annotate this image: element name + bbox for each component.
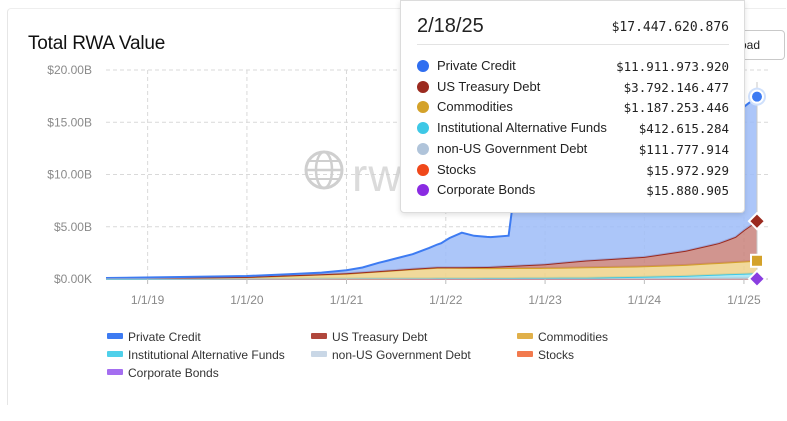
x-tick-label: 1/1/22: [429, 293, 463, 307]
legend-swatch-icon: [311, 333, 327, 339]
series-color-dot-icon: [417, 122, 429, 135]
legend-swatch-icon: [107, 333, 123, 339]
tooltip-row: Private Credit $11.911.973.920: [417, 57, 729, 77]
series-color-dot-icon: [417, 80, 429, 93]
tooltip-series-value: $3.792.146.477: [623, 79, 729, 95]
tooltip-row: non-US Government Debt $111.777.914: [417, 140, 729, 160]
series-color-dot-icon: [417, 60, 429, 72]
tooltip-series-name: Institutional Alternative Funds: [437, 120, 607, 136]
area-us-treasury-debt: [106, 221, 757, 279]
y-tick-label: $10.00B: [47, 168, 92, 182]
marker-commodities: [750, 253, 764, 268]
tooltip-series-name: non-US Government Debt: [437, 140, 588, 156]
watermark-text: rw: [352, 149, 403, 201]
legend-label: US Treasury Debt: [332, 330, 428, 344]
tooltip-series-name: Private Credit: [437, 58, 516, 73]
series-color-dot-icon: [417, 101, 429, 114]
tooltip-series-name: US Treasury Debt: [437, 78, 541, 94]
x-tick-label: 1/1/20: [230, 293, 264, 307]
series-color-dot-icon: [417, 163, 429, 176]
tooltip-row: US Treasury Debt $3.792.146.477: [417, 78, 729, 98]
x-tick-label: 1/1/25: [727, 293, 761, 307]
tooltip-series-name: Commodities: [437, 99, 513, 115]
tooltip-date: 2/18/25: [417, 15, 484, 37]
marker-us-treasury-debt: [747, 211, 767, 231]
tooltip-series-value: $412.615.284: [638, 121, 729, 137]
tooltip-series-value: $15.880.905: [646, 183, 729, 199]
x-tick-label: 1/1/24: [628, 293, 662, 307]
tooltip-series-value: $15.972.929: [646, 162, 729, 178]
tooltip-total: $17.447.620.876: [611, 20, 729, 35]
legend-swatch-icon: [311, 351, 327, 357]
legend-swatch-icon: [107, 369, 123, 375]
legend-label: non-US Government Debt: [332, 348, 471, 362]
y-tick-label: $15.00B: [47, 115, 92, 129]
tooltip-row: Corporate Bonds $15.880.905: [417, 181, 729, 201]
legend-swatch-icon: [517, 351, 533, 357]
tooltip-row: Commodities $1.187.253.446: [417, 98, 729, 118]
series-color-dot-icon: [417, 184, 429, 197]
chart-title: Total RWA Value: [28, 33, 166, 54]
legend-label: Commodities: [538, 330, 609, 344]
legend-label: Private Credit: [128, 330, 201, 344]
globe-watermark-icon: [303, 149, 345, 191]
legend-label: Stocks: [538, 348, 575, 362]
area-private-credit: [106, 96, 757, 279]
marker-private-credit: [750, 89, 764, 104]
y-tick-label: $5.00B: [54, 220, 92, 234]
legend-label: Corporate Bonds: [128, 366, 219, 380]
marker-corporate-bonds: [747, 269, 767, 289]
y-tick-label: $20.00B: [47, 63, 92, 77]
hover-tooltip: 2/18/25 $17.447.620.876 Private Credit $1…: [400, 0, 745, 213]
tooltip-divider: [417, 44, 729, 45]
x-tick-label: 1/1/19: [131, 293, 165, 307]
x-tick-label: 1/1/21: [330, 293, 364, 307]
axes: $0.00K $5.00B $10.00B $15.00B $20.00B 1/1/19 1…: [47, 63, 768, 307]
legend-swatch-icon: [107, 351, 123, 357]
area-commodities: [106, 260, 757, 279]
tooltip-series-name: Stocks: [437, 161, 477, 177]
tooltip-row: Institutional Alternative Funds $412.615.…: [417, 119, 729, 139]
tooltip-row: Stocks $15.972.929: [417, 161, 729, 181]
y-tick-label: $0.00K: [54, 272, 92, 286]
hover-markers: [747, 82, 767, 289]
tooltip-series-name: Corporate Bonds: [437, 182, 536, 198]
legend-label: Institutional Alternative Funds: [128, 348, 285, 362]
chart-card: [7, 8, 786, 405]
x-tick-label: 1/1/23: [528, 293, 562, 307]
tooltip-series-value: $111.777.914: [638, 141, 729, 157]
legend-swatch-icon: [517, 333, 533, 339]
series-color-dot-icon: [417, 142, 429, 155]
tooltip-series-value: $11.911.973.920: [616, 59, 729, 74]
tooltip-series-value: $1.187.253.446: [623, 100, 729, 116]
